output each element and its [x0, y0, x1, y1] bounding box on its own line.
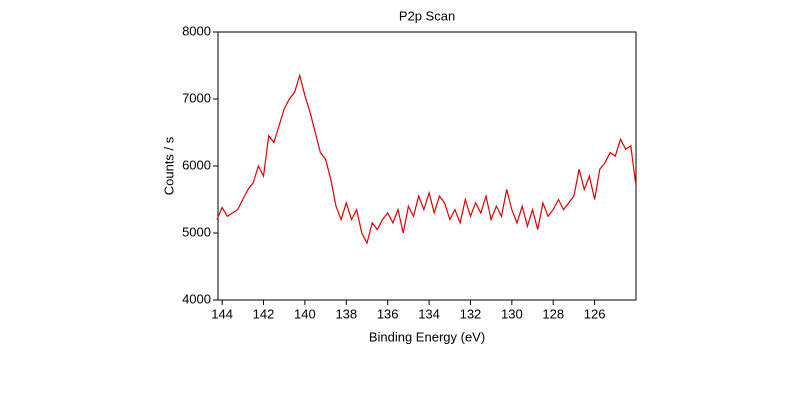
x-tick-label: 130	[501, 306, 523, 321]
y-tick-label: 7000	[182, 90, 211, 105]
y-tick-label: 4000	[182, 291, 211, 306]
spectrum-line	[216, 73, 637, 245]
x-tick-label: 134	[418, 306, 440, 321]
y-tick-label: 6000	[182, 157, 211, 172]
x-tick-label: 126	[584, 306, 606, 321]
x-tick-label: 140	[294, 306, 316, 321]
y-tick-label: 5000	[182, 224, 211, 239]
chart-title: P2p Scan	[399, 8, 455, 23]
y-axis-label: Counts / s	[161, 136, 176, 195]
x-tick-label: 144	[211, 306, 233, 321]
x-tick-label: 136	[377, 306, 399, 321]
x-tick-label: 132	[460, 306, 482, 321]
x-tick-label: 138	[335, 306, 357, 321]
plot-frame	[217, 31, 637, 301]
x-axis-label: Binding Energy (eV)	[369, 329, 485, 344]
x-tick-label: 142	[253, 306, 275, 321]
x-tick-label: 128	[542, 306, 564, 321]
y-tick-label: 8000	[182, 23, 211, 38]
